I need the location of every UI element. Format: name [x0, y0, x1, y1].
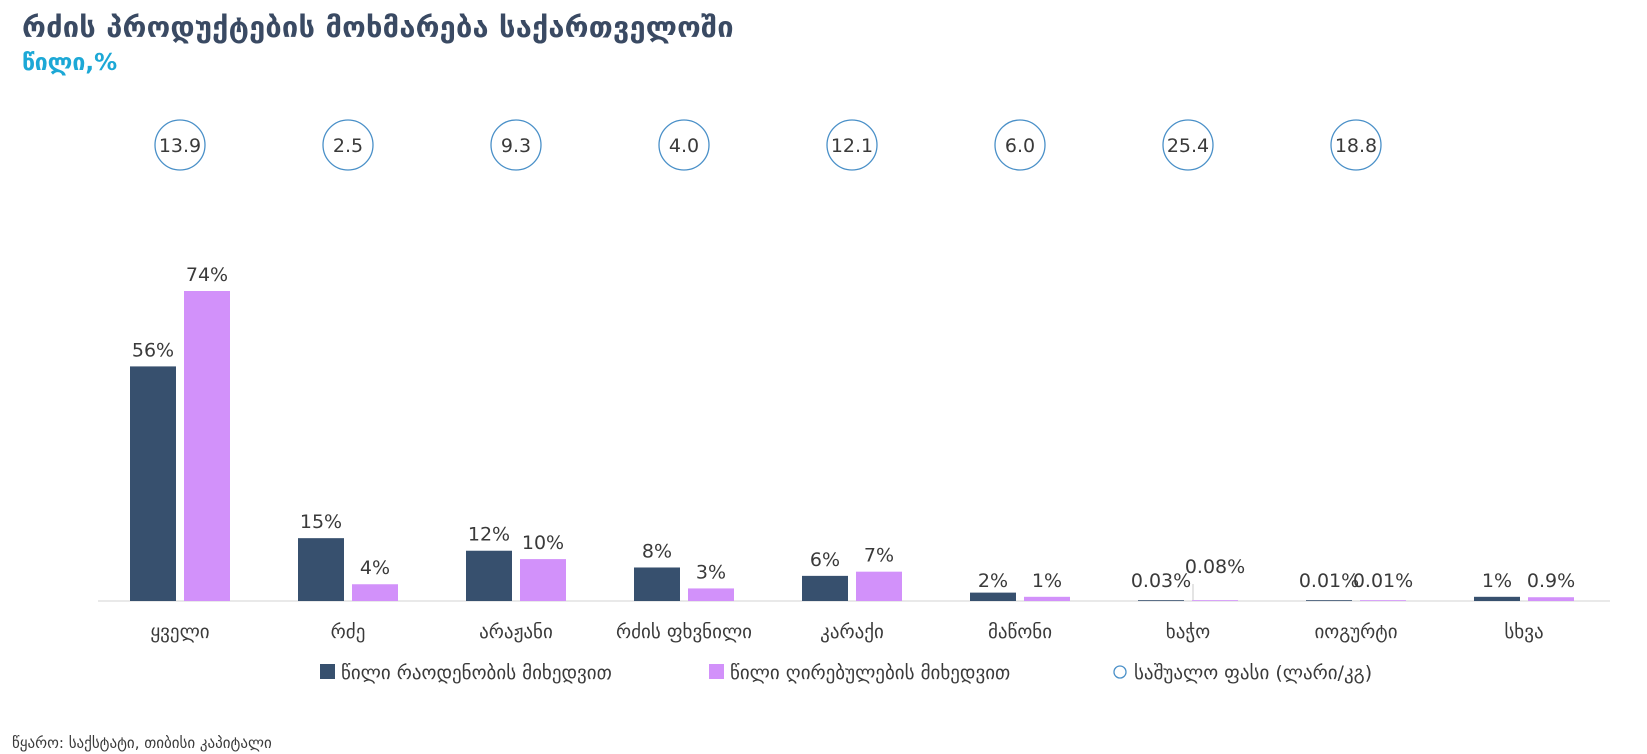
data-label: 6%	[810, 549, 840, 571]
x-tick-label: რძე	[331, 621, 366, 643]
x-tick-label: ყველი	[150, 621, 209, 643]
bar-quantity	[466, 550, 512, 601]
price-marker	[154, 119, 206, 171]
bar-value	[520, 559, 566, 601]
data-label: 15%	[300, 511, 342, 533]
bar-quantity	[1474, 596, 1520, 601]
price-marker	[658, 119, 710, 171]
data-label: 0.01%	[1299, 570, 1359, 592]
bar-value	[352, 584, 398, 601]
data-label: 4%	[360, 557, 390, 579]
data-label: 1%	[1032, 570, 1062, 592]
bar-quantity	[298, 538, 344, 601]
data-label: 0.08%	[1185, 556, 1245, 578]
price-label: 6.0	[1005, 135, 1035, 157]
price-marker	[1162, 119, 1214, 171]
source-note: წყარო: საქსტატი, თიბისი კაპიტალი	[12, 734, 272, 752]
x-tick-label: მაწონი	[988, 621, 1052, 643]
data-label: 0.9%	[1527, 570, 1575, 592]
legend-label: წილი ღირებულების მიხედვით	[730, 662, 1010, 684]
bar-quantity	[634, 567, 680, 601]
price-marker	[994, 119, 1046, 171]
x-tick-label: რძის ფხვნილი	[616, 621, 752, 643]
price-marker	[490, 119, 542, 171]
data-label: 12%	[468, 524, 510, 546]
chart-title: რძის პროდუქტების მოხმარება საქართველოში	[22, 10, 734, 44]
legend-swatch-value	[709, 664, 724, 679]
bar-quantity	[970, 592, 1016, 601]
bar-value	[1192, 600, 1238, 601]
legend-swatch-quantity	[320, 664, 335, 679]
chart-subtitle: წილი,%	[22, 50, 118, 76]
bar-quantity	[130, 366, 176, 601]
data-label: 0.01%	[1353, 570, 1413, 592]
x-tick-label: იოგურტი	[1314, 621, 1397, 643]
data-label: 0.03%	[1131, 570, 1191, 592]
data-label: 8%	[642, 540, 672, 562]
bar-value	[856, 571, 902, 601]
price-label: 9.3	[501, 135, 531, 157]
legend-label: წილი რაოდენობის მიხედვით	[341, 662, 612, 684]
data-label: 7%	[864, 545, 894, 567]
data-label: 74%	[186, 264, 228, 286]
bar-value	[688, 588, 734, 601]
x-tick-label: არაჟანი	[479, 621, 553, 643]
x-tick-label: კარაქი	[820, 621, 884, 643]
legend-label: საშუალო ფასი (ლარი/კგ)	[1134, 662, 1372, 684]
data-label: 3%	[696, 561, 726, 583]
bar-quantity	[1306, 600, 1352, 601]
bar-quantity	[802, 575, 848, 601]
x-tick-label: სხვა	[1504, 621, 1543, 643]
data-label: 2%	[978, 570, 1008, 592]
data-label: 56%	[132, 339, 174, 361]
data-label: 10%	[522, 532, 564, 554]
price-label: 25.4	[1167, 135, 1209, 157]
bar-value	[1528, 597, 1574, 601]
price-marker	[322, 119, 374, 171]
price-marker	[826, 119, 878, 171]
price-label: 18.8	[1335, 135, 1377, 157]
bar-value	[1024, 596, 1070, 601]
price-label: 2.5	[333, 135, 363, 157]
price-label: 13.9	[159, 135, 201, 157]
bar-value	[1360, 600, 1406, 601]
bar-quantity	[1138, 600, 1184, 601]
x-tick-label: ხაჭო	[1166, 621, 1210, 643]
data-label: 1%	[1482, 570, 1512, 592]
legend-swatch-price	[1113, 665, 1127, 679]
price-label: 12.1	[831, 135, 873, 157]
price-label: 4.0	[669, 135, 699, 157]
price-marker	[1330, 119, 1382, 171]
bar-value	[184, 291, 230, 601]
